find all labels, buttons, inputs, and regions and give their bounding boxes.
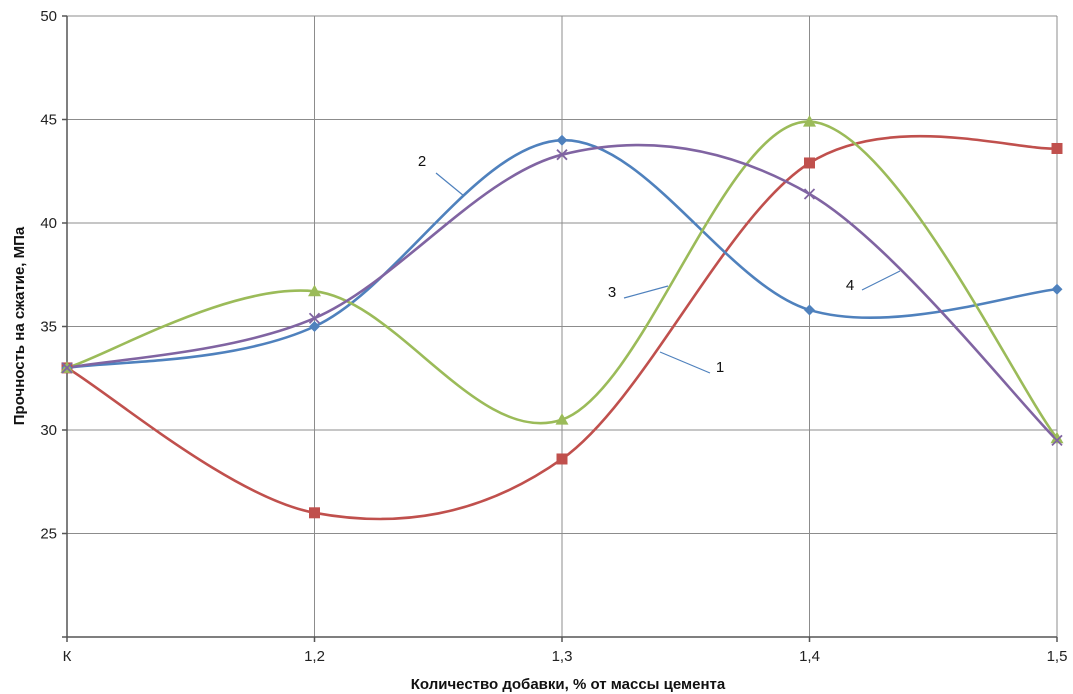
data-point-series-4 bbox=[1051, 434, 1063, 446]
x-tick-label: 1,3 bbox=[552, 648, 573, 665]
x-tick-label: К bbox=[63, 648, 72, 665]
data-point-series-2 bbox=[556, 134, 568, 146]
x-tick-label: 1,5 bbox=[1047, 648, 1068, 665]
data-point-series-1 bbox=[309, 507, 320, 519]
data-point-series-4 bbox=[803, 188, 816, 200]
callout-leader-4 bbox=[861, 270, 901, 291]
axes bbox=[62, 15, 1058, 642]
y-tick-label: 30 bbox=[40, 422, 57, 439]
y-axis-title: Прочность на сжатие, МПа bbox=[11, 226, 28, 425]
data-point-series-4 bbox=[556, 149, 568, 161]
y-tick-label: 40 bbox=[40, 215, 57, 232]
x-tick-label: 1,4 bbox=[799, 648, 820, 665]
data-markers bbox=[60, 115, 1064, 519]
series-line-1 bbox=[66, 134, 1058, 521]
y-tick-label: 45 bbox=[40, 112, 57, 129]
x-tick-label: 1,2 bbox=[304, 648, 325, 665]
data-point-series-3 bbox=[803, 115, 816, 127]
callout-label-2: 2 bbox=[418, 153, 426, 170]
callout-label-3: 3 bbox=[608, 284, 616, 301]
series-line-3 bbox=[66, 120, 1059, 440]
data-point-series-1 bbox=[556, 453, 568, 465]
data-point-series-1 bbox=[1051, 142, 1063, 154]
data-point-series-2 bbox=[309, 321, 320, 332]
data-point-series-4 bbox=[61, 362, 73, 374]
callout-leader-3 bbox=[623, 285, 669, 299]
data-point-series-1 bbox=[804, 157, 815, 169]
data-point-series-2 bbox=[1051, 283, 1063, 295]
data-point-series-3 bbox=[1050, 431, 1064, 444]
callout-leader-1 bbox=[659, 351, 711, 374]
grid-lines bbox=[67, 15, 1058, 637]
y-tick-label: 50 bbox=[40, 8, 57, 25]
tick-labels: 25 30 35 40 45 50 К 1,2 1,3 1,4 1,5 bbox=[40, 8, 1067, 665]
data-point-series-3 bbox=[555, 413, 569, 425]
y-tick-label: 25 bbox=[40, 526, 57, 543]
data-point-series-4 bbox=[308, 312, 321, 324]
x-axis-title: Количество добавки, % от массы цемента bbox=[411, 676, 726, 693]
callout-leader-2 bbox=[435, 172, 465, 197]
callout-label-1: 1 bbox=[716, 359, 724, 376]
data-point-series-2 bbox=[804, 304, 815, 316]
series-callouts: 2 3 1 4 bbox=[418, 153, 901, 376]
data-point-series-3 bbox=[308, 284, 321, 297]
callout-label-4: 4 bbox=[846, 277, 854, 294]
y-tick-label: 35 bbox=[40, 319, 57, 336]
